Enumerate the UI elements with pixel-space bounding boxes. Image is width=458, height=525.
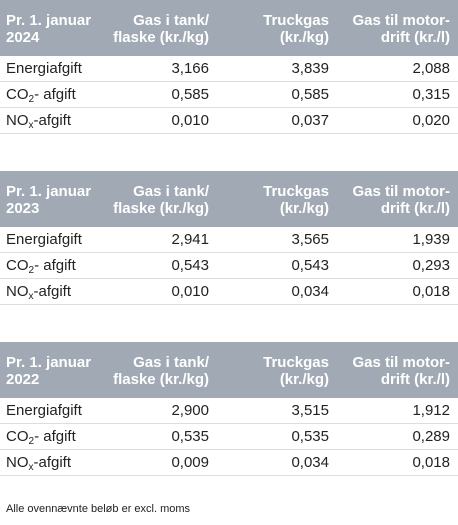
motor-gas-value: 0,018 (412, 283, 450, 300)
row-label: CO2- afgift (6, 257, 76, 276)
row-label: Energiafgift (6, 231, 82, 248)
motor-gas-value: 0,020 (412, 112, 450, 129)
row-label: NOx-afgift (6, 283, 72, 302)
truckgas-header: Truckgas (kr./kg) (263, 354, 329, 388)
period-header: Pr. 1. januar 2022 (6, 354, 92, 388)
truckgas-value: 3,515 (291, 402, 329, 419)
table-header: Pr. 1. januar 2022 Gas i tank/ flaske (k… (0, 342, 458, 398)
row-label: Energiafgift (6, 402, 82, 419)
truckgas-value: 3,565 (291, 231, 329, 248)
truckgas-value: 0,543 (291, 257, 329, 274)
table-row-co2-afgift: CO2- afgift 0,535 0,535 0,289 (0, 424, 458, 450)
table-row-nox-afgift: NOx-afgift 0,009 0,034 0,018 (0, 450, 458, 476)
row-label: NOx-afgift (6, 454, 72, 473)
motor-gas-value: 2,088 (412, 60, 450, 77)
table-row-energiafgift: Energiafgift 3,166 3,839 2,088 (0, 56, 458, 82)
tax-table-2024: Pr. 1. januar 2024 Gas i tank/ flaske (k… (0, 0, 458, 134)
motor-gas-value: 0,289 (412, 428, 450, 445)
footnote: Alle ovennævnte beløb er excl. moms (6, 503, 191, 515)
truckgas-value: 0,535 (291, 428, 329, 445)
period-header: Pr. 1. januar 2024 (6, 12, 92, 46)
truckgas-value: 0,585 (291, 86, 329, 103)
motor-gas-header: Gas til motor- drift (kr./l) (352, 183, 450, 217)
motor-gas-header: Gas til motor- drift (kr./l) (352, 12, 450, 46)
tax-table-2022: Pr. 1. januar 2022 Gas i tank/ flaske (k… (0, 342, 458, 476)
tax-table-2023: Pr. 1. januar 2023 Gas i tank/ flaske (k… (0, 171, 458, 305)
table-row-nox-afgift: NOx-afgift 0,010 0,034 0,018 (0, 279, 458, 305)
row-label: CO2- afgift (6, 428, 76, 447)
gas-tank-value: 0,009 (171, 454, 209, 471)
row-label: Energiafgift (6, 60, 82, 77)
motor-gas-value: 0,018 (412, 454, 450, 471)
gas-tank-value: 0,535 (171, 428, 209, 445)
table-row-energiafgift: Energiafgift 2,900 3,515 1,912 (0, 398, 458, 424)
gas-tank-value: 0,010 (171, 283, 209, 300)
gas-tank-header: Gas i tank/ flaske (kr./kg) (113, 354, 209, 388)
table-header: Pr. 1. januar 2023 Gas i tank/ flaske (k… (0, 171, 458, 227)
truckgas-value: 0,037 (291, 112, 329, 129)
truckgas-value: 0,034 (291, 454, 329, 471)
period-header: Pr. 1. januar 2023 (6, 183, 92, 217)
gas-tank-value: 2,900 (171, 402, 209, 419)
row-label: CO2- afgift (6, 86, 76, 105)
table-row-co2-afgift: CO2- afgift 0,543 0,543 0,293 (0, 253, 458, 279)
gas-tank-value: 0,010 (171, 112, 209, 129)
row-label: NOx-afgift (6, 112, 72, 131)
table-row-co2-afgift: CO2- afgift 0,585 0,585 0,315 (0, 82, 458, 108)
truckgas-value: 3,839 (291, 60, 329, 77)
motor-gas-value: 1,912 (412, 402, 450, 419)
table-row-energiafgift: Energiafgift 2,941 3,565 1,939 (0, 227, 458, 253)
table-row-nox-afgift: NOx-afgift 0,010 0,037 0,020 (0, 108, 458, 134)
gas-tank-value: 2,941 (171, 231, 209, 248)
gas-tank-value: 3,166 (171, 60, 209, 77)
gas-tank-header: Gas i tank/ flaske (kr./kg) (113, 12, 209, 46)
motor-gas-value: 0,315 (412, 86, 450, 103)
gas-tank-value: 0,543 (171, 257, 209, 274)
motor-gas-value: 1,939 (412, 231, 450, 248)
gas-tank-value: 0,585 (171, 86, 209, 103)
table-header: Pr. 1. januar 2024 Gas i tank/ flaske (k… (0, 0, 458, 56)
truckgas-header: Truckgas (kr./kg) (263, 12, 329, 46)
gas-tank-header: Gas i tank/ flaske (kr./kg) (113, 183, 209, 217)
truckgas-header: Truckgas (kr./kg) (263, 183, 329, 217)
motor-gas-header: Gas til motor- drift (kr./l) (352, 354, 450, 388)
motor-gas-value: 0,293 (412, 257, 450, 274)
truckgas-value: 0,034 (291, 283, 329, 300)
